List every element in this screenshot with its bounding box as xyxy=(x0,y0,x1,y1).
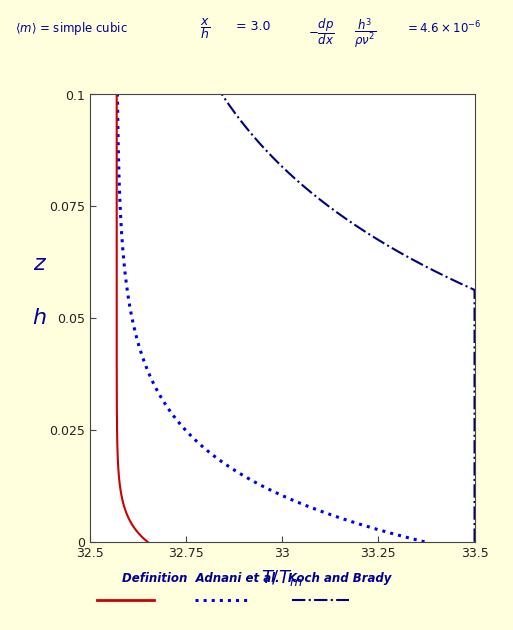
Text: $-\dfrac{dp}{dx}$: $-\dfrac{dp}{dx}$ xyxy=(308,16,334,47)
Text: $\langle m\rangle$ = simple cubic: $\langle m\rangle$ = simple cubic xyxy=(15,20,128,37)
Text: $h$: $h$ xyxy=(32,308,47,328)
X-axis label: $T/T_m$: $T/T_m$ xyxy=(262,568,303,588)
Text: $z$: $z$ xyxy=(33,255,47,275)
Text: Definition  Adnani et al.  Koch and Brady: Definition Adnani et al. Koch and Brady xyxy=(122,572,391,585)
Text: = 3.0: = 3.0 xyxy=(236,20,270,33)
Text: $\dfrac{x}{h}$: $\dfrac{x}{h}$ xyxy=(200,16,210,42)
Text: $= 4.6\times10^{-6}$: $= 4.6\times10^{-6}$ xyxy=(405,20,482,37)
Text: $\dfrac{h^3}{\rho\nu^2}$: $\dfrac{h^3}{\rho\nu^2}$ xyxy=(354,16,376,51)
